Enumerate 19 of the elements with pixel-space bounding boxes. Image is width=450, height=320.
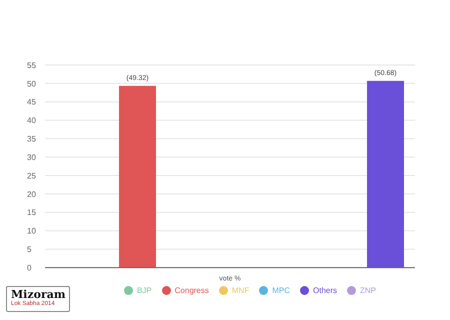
y-tick-label: 20: [27, 190, 36, 199]
y-tick-label: 15: [27, 208, 36, 218]
y-tick-label: 50: [27, 79, 36, 88]
legend-label: Congress: [174, 286, 209, 295]
y-tick-label: 25: [27, 171, 36, 180]
y-tick-label: 35: [27, 134, 36, 144]
y-tick-label: 55: [27, 60, 36, 70]
legend-label: MPC: [272, 286, 290, 295]
y-tick-label: 5: [27, 245, 32, 254]
y-tick-label: 40: [27, 116, 36, 126]
y-tick-label: 45: [27, 98, 36, 107]
legend-label: ZNP: [360, 286, 376, 295]
legend-label: BJP: [136, 286, 152, 295]
y-tick-label: 10: [27, 226, 36, 236]
legend-label: MNF: [232, 286, 250, 295]
y-tick-label: 30: [27, 152, 36, 162]
legend-label: Others: [313, 286, 338, 295]
text: Mizoram: [11, 288, 66, 301]
y-tick-label: 0: [27, 263, 32, 272]
